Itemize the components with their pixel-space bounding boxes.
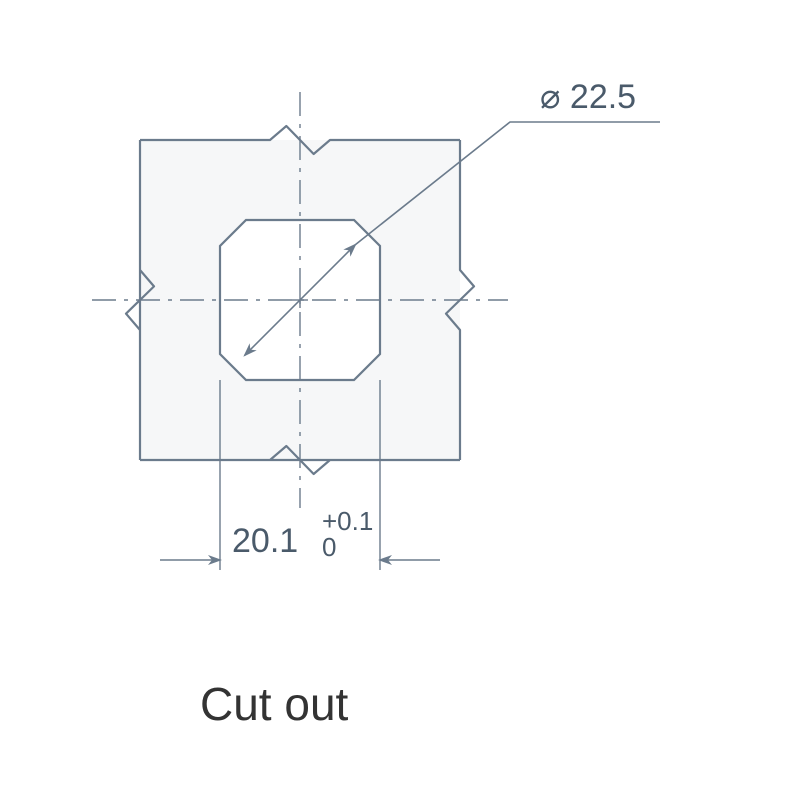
- drawing-title: Cut out: [200, 678, 349, 730]
- technical-drawing: ⌀ 22.520.1+0.1 0Cut out: [0, 0, 800, 800]
- width-tol-lower: 0: [322, 532, 336, 562]
- diameter-label: ⌀ 22.5: [540, 78, 636, 116]
- width-value: 20.1: [232, 522, 298, 560]
